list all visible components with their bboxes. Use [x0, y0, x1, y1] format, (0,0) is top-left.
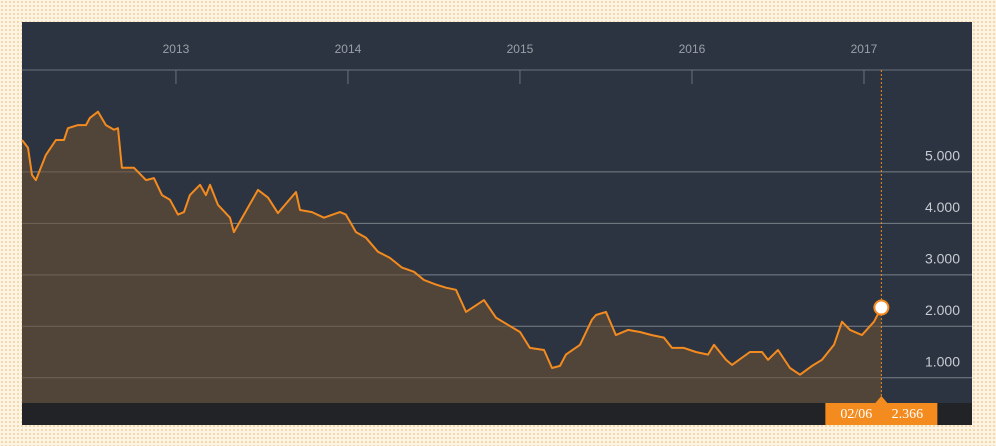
x-tick-label: 2017 [851, 42, 878, 56]
annotation-box [825, 403, 938, 425]
last-point [873, 299, 890, 316]
y-tick-label: 1.000 [925, 353, 960, 369]
area-fill [22, 111, 882, 403]
annotation-pointer [875, 396, 888, 403]
x-tick-label: 2016 [679, 42, 706, 56]
x-tick-label: 2015 [507, 42, 534, 56]
price-line [21, 110, 883, 376]
y-tick-label: 3.000 [925, 251, 960, 267]
x-tick-label: 2014 [335, 42, 362, 56]
x-tick-label: 2013 [163, 42, 190, 56]
annotation-value: 2.366 [892, 407, 924, 422]
y-tick-label: 5.000 [925, 148, 960, 164]
bottom-strip [22, 403, 972, 425]
y-tick-label: 2.000 [925, 302, 960, 318]
annotation-date: 02/06 [840, 407, 872, 422]
y-tick-label: 4.000 [925, 199, 960, 215]
